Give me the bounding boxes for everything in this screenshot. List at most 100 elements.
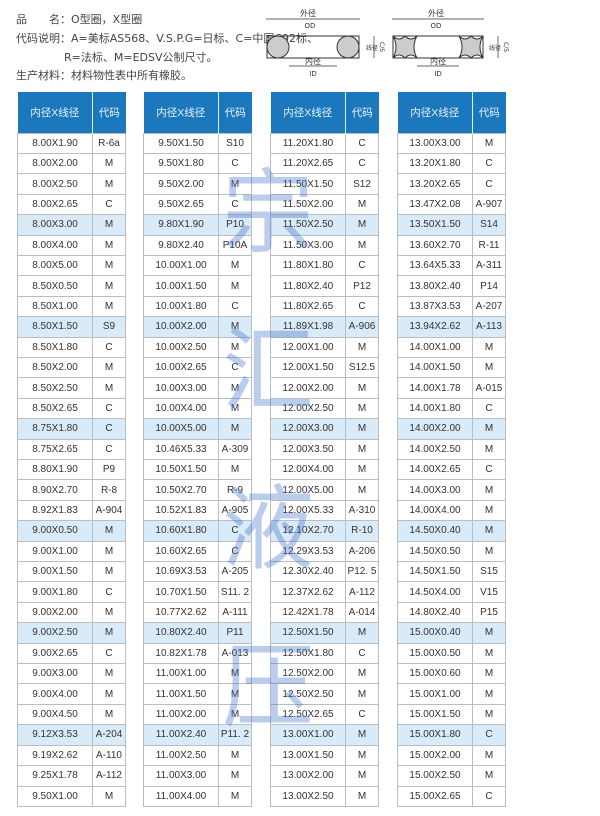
size-cell: 14.50X0.50: [397, 540, 473, 563]
code-cell: R-11: [472, 234, 506, 256]
size-cell: 12.00X1.00: [270, 336, 346, 358]
code-cell: M: [92, 703, 126, 726]
od-label: OD: [305, 22, 316, 30]
size-cell: 14.00X4.00: [397, 499, 473, 522]
code-cell: C: [345, 152, 379, 175]
code-cell: S15: [472, 561, 506, 583]
code-cell: C: [345, 254, 379, 277]
code-cell: S11. 2: [218, 581, 252, 603]
table-row: 14.50X0.50 M: [397, 540, 506, 563]
code-cell: M: [472, 642, 506, 665]
table-row: 14.00X1.00 M: [397, 336, 506, 358]
size-cell: 8.00X3.00: [17, 214, 93, 236]
code-cell: M: [218, 744, 252, 767]
table-row: 10.00X2.50 M: [143, 336, 252, 358]
size-table-2: 内径X线径 代码 9.50X1.50 S10 9.50X1.80 C 9.50X2.00 M 9…: [143, 92, 252, 807]
table-row: 12.30X2.40 P12. 5: [270, 561, 379, 583]
table-row: 8.00X2.00 M: [17, 152, 126, 175]
od-label: OD: [431, 22, 442, 30]
table-row: 8.50X2.65 C: [17, 397, 126, 420]
size-cell: 13.20X2.65: [397, 173, 473, 195]
table-row: 11.50X2.50 M: [270, 214, 379, 236]
table-row: 9.50X1.80 C: [143, 152, 252, 175]
size-cell: 12.37X2.62: [270, 581, 346, 603]
size-cell: 9.80X1.90: [143, 214, 219, 236]
code-cell: M: [472, 744, 506, 767]
size-cell: 8.00X2.65: [17, 193, 93, 216]
table-row: 10.82X1.78 A-013: [143, 642, 252, 665]
code-cell: C: [218, 540, 252, 563]
code-cell: M: [92, 356, 126, 379]
table-row: 15.00X0.50 M: [397, 642, 506, 665]
code-cell: M: [92, 377, 126, 399]
size-cell: 10.70X1.50: [143, 581, 219, 603]
size-cell: 13.50X1.50: [397, 214, 473, 236]
size-header: 内径X线径: [397, 92, 473, 133]
table-row: 9.19X2.62 A-110: [17, 744, 126, 767]
code-cell: P11: [218, 622, 252, 644]
code-cell: M: [218, 785, 252, 807]
size-cell: 10.00X2.65: [143, 356, 219, 379]
size-cell: 12.00X2.50: [270, 397, 346, 420]
table-row: 15.00X1.80 C: [397, 724, 506, 746]
size-header: 内径X线径: [17, 92, 93, 133]
table-row: 8.50X1.80 C: [17, 336, 126, 358]
code-cell: M: [218, 254, 252, 277]
code-cell: P14: [472, 275, 506, 297]
table-row: 10.50X1.50 M: [143, 458, 252, 481]
size-cell: 8.50X0.50: [17, 275, 93, 297]
code-cell: C: [218, 520, 252, 542]
size-cell: 14.80X2.40: [397, 601, 473, 624]
code-cell: M: [218, 377, 252, 399]
size-cell: 15.00X0.40: [397, 622, 473, 644]
table-row: 14.00X3.00 M: [397, 479, 506, 501]
table-row: 11.80X1.80 C: [270, 254, 379, 277]
cs-label: C/S: [502, 42, 509, 52]
code-cell: P10A: [218, 234, 252, 256]
table-row: 14.50X1.50 S15: [397, 561, 506, 583]
table-row: 11.89X1.98 A-906: [270, 316, 379, 338]
size-cell: 11.20X2.65: [270, 152, 346, 175]
table-row: 9.80X2.40 P10A: [143, 234, 252, 256]
code-cell: C: [472, 724, 506, 746]
code-cell: M: [218, 397, 252, 420]
size-cell: 10.60X2.65: [143, 540, 219, 563]
code-cell: R-6a: [92, 132, 126, 154]
table-row: 12.37X2.62 A-112: [270, 581, 379, 603]
size-cell: 9.00X4.00: [17, 683, 93, 705]
size-cell: 12.00X5.33: [270, 499, 346, 522]
code-cell: M: [92, 622, 126, 644]
table-row: 12.00X2.00 M: [270, 377, 379, 399]
size-cell: 13.20X1.80: [397, 152, 473, 175]
code-cell: A-907: [472, 193, 506, 216]
size-cell: 15.00X1.80: [397, 724, 473, 746]
table-row: 12.29X3.53 A-206: [270, 540, 379, 563]
size-cell: 9.00X0.50: [17, 520, 93, 542]
table-row: 8.75X1.80 C: [17, 418, 126, 440]
code-cell: S9: [92, 316, 126, 338]
code-cell: M: [92, 540, 126, 563]
size-cell: 14.00X2.50: [397, 438, 473, 461]
size-cell: 11.00X1.00: [143, 663, 219, 685]
size-cell: 15.00X1.50: [397, 703, 473, 726]
table-row: 9.80X1.90 P10: [143, 214, 252, 236]
code-cell: M: [92, 214, 126, 236]
code-description-cont: R=法标、M=EDSV公制尺寸。: [64, 51, 218, 64]
table-row: 8.80X1.90 P9: [17, 458, 126, 481]
table-row: 8.00X2.50 M: [17, 173, 126, 195]
table-row: 13.00X3.00 M: [397, 132, 506, 154]
size-cell: 8.80X1.90: [17, 458, 93, 481]
code-cell: A-013: [218, 642, 252, 665]
table-row: 15.00X0.40 M: [397, 622, 506, 644]
code-cell: M: [218, 703, 252, 726]
table-row: 15.00X2.50 M: [397, 765, 506, 787]
code-cell: A-015: [472, 377, 506, 399]
table-row: 11.00X1.50 M: [143, 683, 252, 705]
table-row: 11.20X2.65 C: [270, 152, 379, 175]
code-cell: M: [92, 295, 126, 318]
code-cell: P15: [472, 601, 506, 624]
code-cell: A-310: [345, 499, 379, 522]
id-cn-label: 内径: [430, 56, 446, 66]
o-ring-diagram: 外径 OD 内径 ID 线径 C/S: [266, 8, 385, 78]
table-row: 8.92X1.83 A-904: [17, 499, 126, 522]
